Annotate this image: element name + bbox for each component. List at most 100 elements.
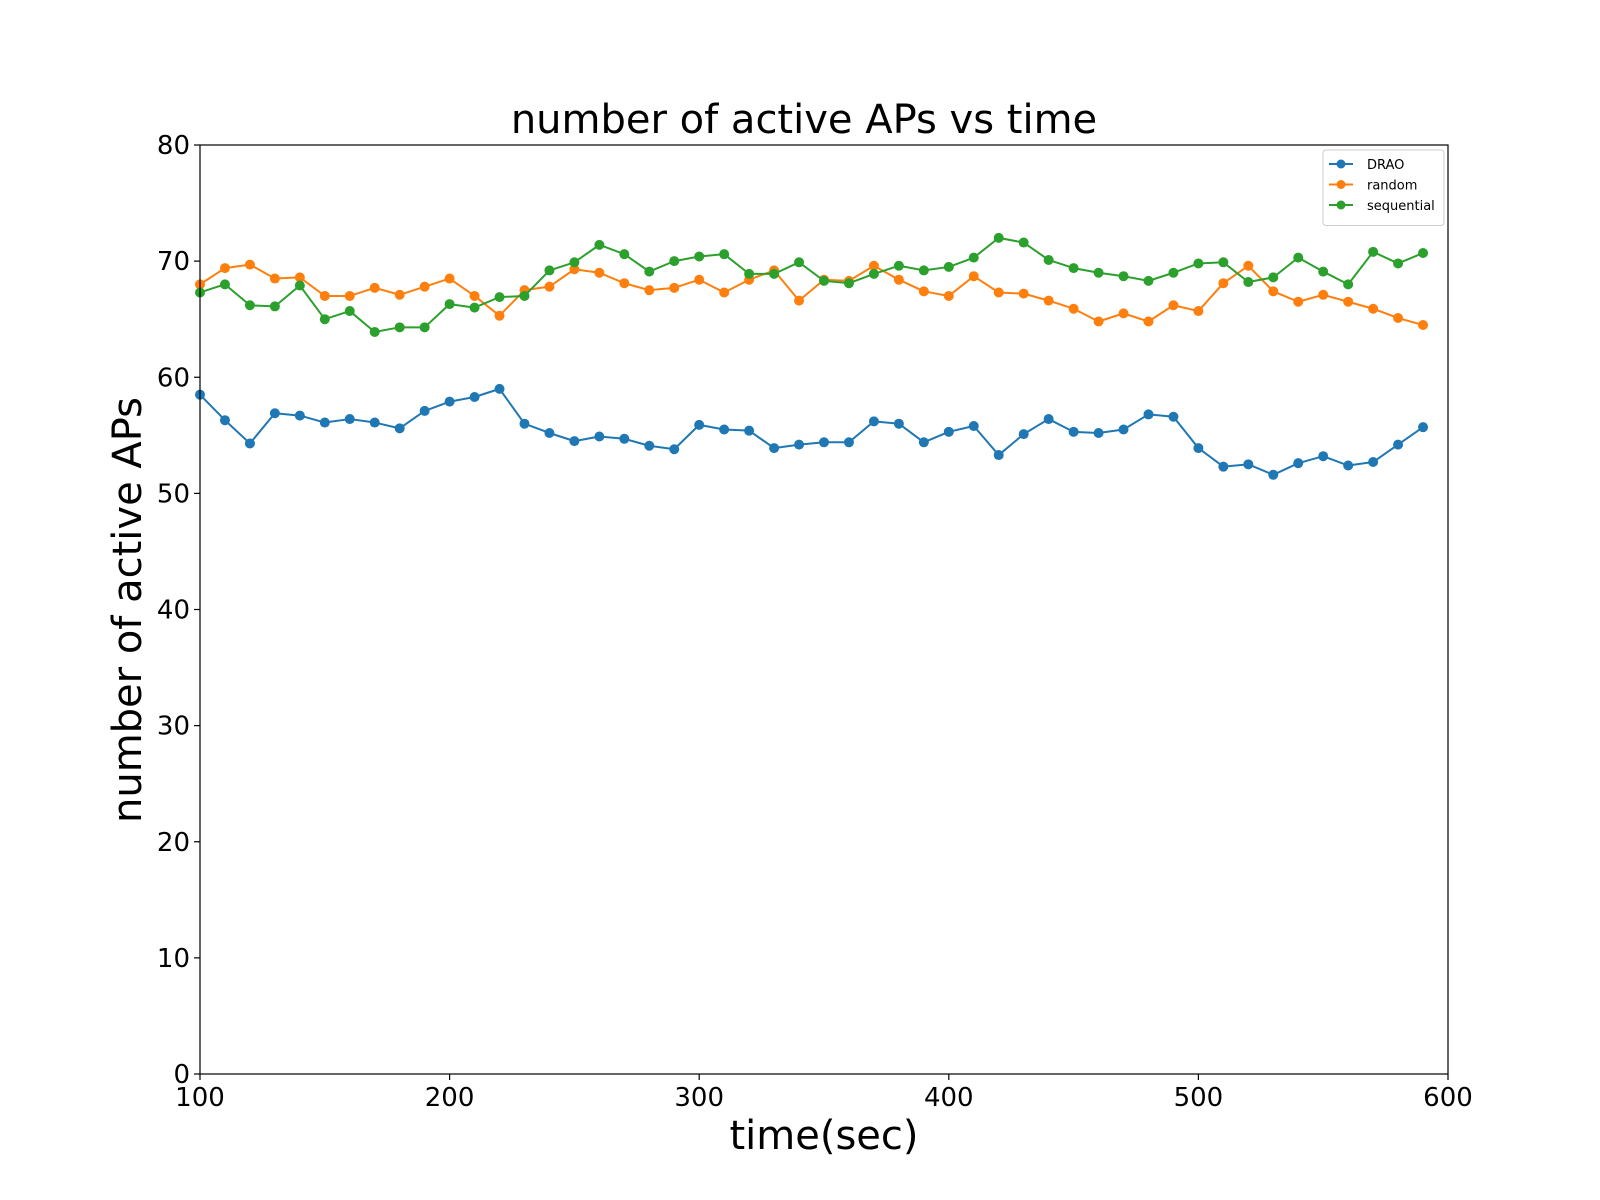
data-point (369, 326, 380, 337)
data-point (544, 281, 555, 292)
data-point (244, 438, 255, 449)
legend-label: DRAO (1367, 158, 1404, 173)
data-point (269, 273, 280, 284)
data-point (719, 249, 730, 260)
legend-marker (1336, 180, 1346, 189)
data-point (469, 391, 480, 402)
data-point (1318, 289, 1329, 300)
data-point (619, 278, 630, 289)
data-point (819, 437, 829, 448)
data-point (794, 295, 805, 306)
data-point (394, 322, 405, 333)
data-point (569, 436, 580, 447)
data-point (544, 427, 555, 438)
data-point (494, 310, 505, 321)
data-point (868, 260, 879, 271)
legend-label: sequential (1367, 199, 1435, 214)
chart-title: number of active APs vs time (511, 97, 1097, 143)
data-point (769, 268, 780, 279)
legend: DRAO random sequential (1322, 149, 1445, 226)
data-point (394, 423, 405, 434)
y-tick-label: 10 (157, 944, 190, 974)
x-tick-label: 200 (425, 1083, 475, 1113)
data-point (494, 292, 505, 303)
x-tick-label: 400 (924, 1083, 974, 1113)
legend-label: random (1367, 179, 1417, 194)
data-point (1368, 246, 1379, 257)
data-point (219, 415, 230, 426)
data-point (1268, 286, 1279, 297)
series-line (199, 387, 1424, 476)
data-point (1343, 296, 1354, 307)
data-point (744, 425, 755, 436)
data-point (1318, 451, 1329, 462)
data-point (1218, 257, 1229, 268)
data-point (294, 280, 305, 291)
data-point (1143, 316, 1154, 327)
data-point (319, 417, 330, 428)
data-point (1418, 247, 1429, 258)
data-point (644, 266, 655, 277)
data-point (1243, 260, 1254, 271)
data-point (744, 268, 755, 279)
data-point (244, 259, 255, 270)
legend-item-random: random (1329, 179, 1417, 194)
data-point (918, 286, 929, 297)
data-point (794, 439, 805, 450)
legend-marker (1336, 159, 1346, 169)
y-tick-label: 70 (157, 247, 190, 277)
data-point (1018, 237, 1029, 248)
data-point (469, 302, 480, 313)
legend-item-sequential: sequential (1329, 199, 1435, 214)
data-point (1268, 272, 1279, 283)
data-point (319, 314, 330, 325)
y-tick-label: 20 (157, 828, 190, 858)
data-point (594, 239, 605, 250)
data-point (943, 261, 954, 272)
data-point (1018, 429, 1029, 440)
data-point (419, 322, 430, 333)
legend-frame (1322, 149, 1445, 226)
data-point (918, 437, 929, 448)
data-point (519, 418, 530, 429)
data-point (943, 426, 954, 437)
y-tick-label: 30 (157, 712, 190, 742)
data-point (519, 290, 530, 301)
data-point (494, 383, 505, 394)
data-point (719, 424, 730, 435)
data-point (1293, 458, 1304, 469)
plot-area (195, 232, 1429, 480)
x-tick-label: 300 (674, 1083, 724, 1113)
data-point (1168, 411, 1179, 422)
data-point (1393, 439, 1404, 450)
data-point (968, 252, 979, 263)
data-point (1068, 263, 1079, 274)
y-tick-label: 0 (173, 1060, 190, 1090)
data-point (244, 300, 255, 311)
data-point (1168, 267, 1179, 278)
data-point (868, 268, 879, 279)
data-point (544, 265, 555, 276)
data-point (669, 444, 680, 455)
data-point (1043, 254, 1054, 265)
data-point (394, 289, 405, 300)
data-point (1218, 278, 1229, 289)
data-point (1093, 316, 1104, 327)
data-point (444, 299, 455, 310)
data-point (294, 410, 305, 421)
data-point (594, 267, 605, 278)
data-point (1093, 267, 1104, 278)
data-point (1193, 258, 1204, 269)
data-point (1118, 271, 1129, 282)
data-point (594, 431, 605, 442)
data-point (344, 414, 355, 425)
data-point (1093, 427, 1104, 438)
data-point (769, 443, 780, 454)
data-point (319, 290, 330, 301)
data-point (1343, 460, 1354, 471)
data-point (1293, 252, 1304, 263)
data-point (1318, 266, 1329, 277)
data-point (1418, 319, 1429, 330)
data-point (1243, 277, 1254, 288)
